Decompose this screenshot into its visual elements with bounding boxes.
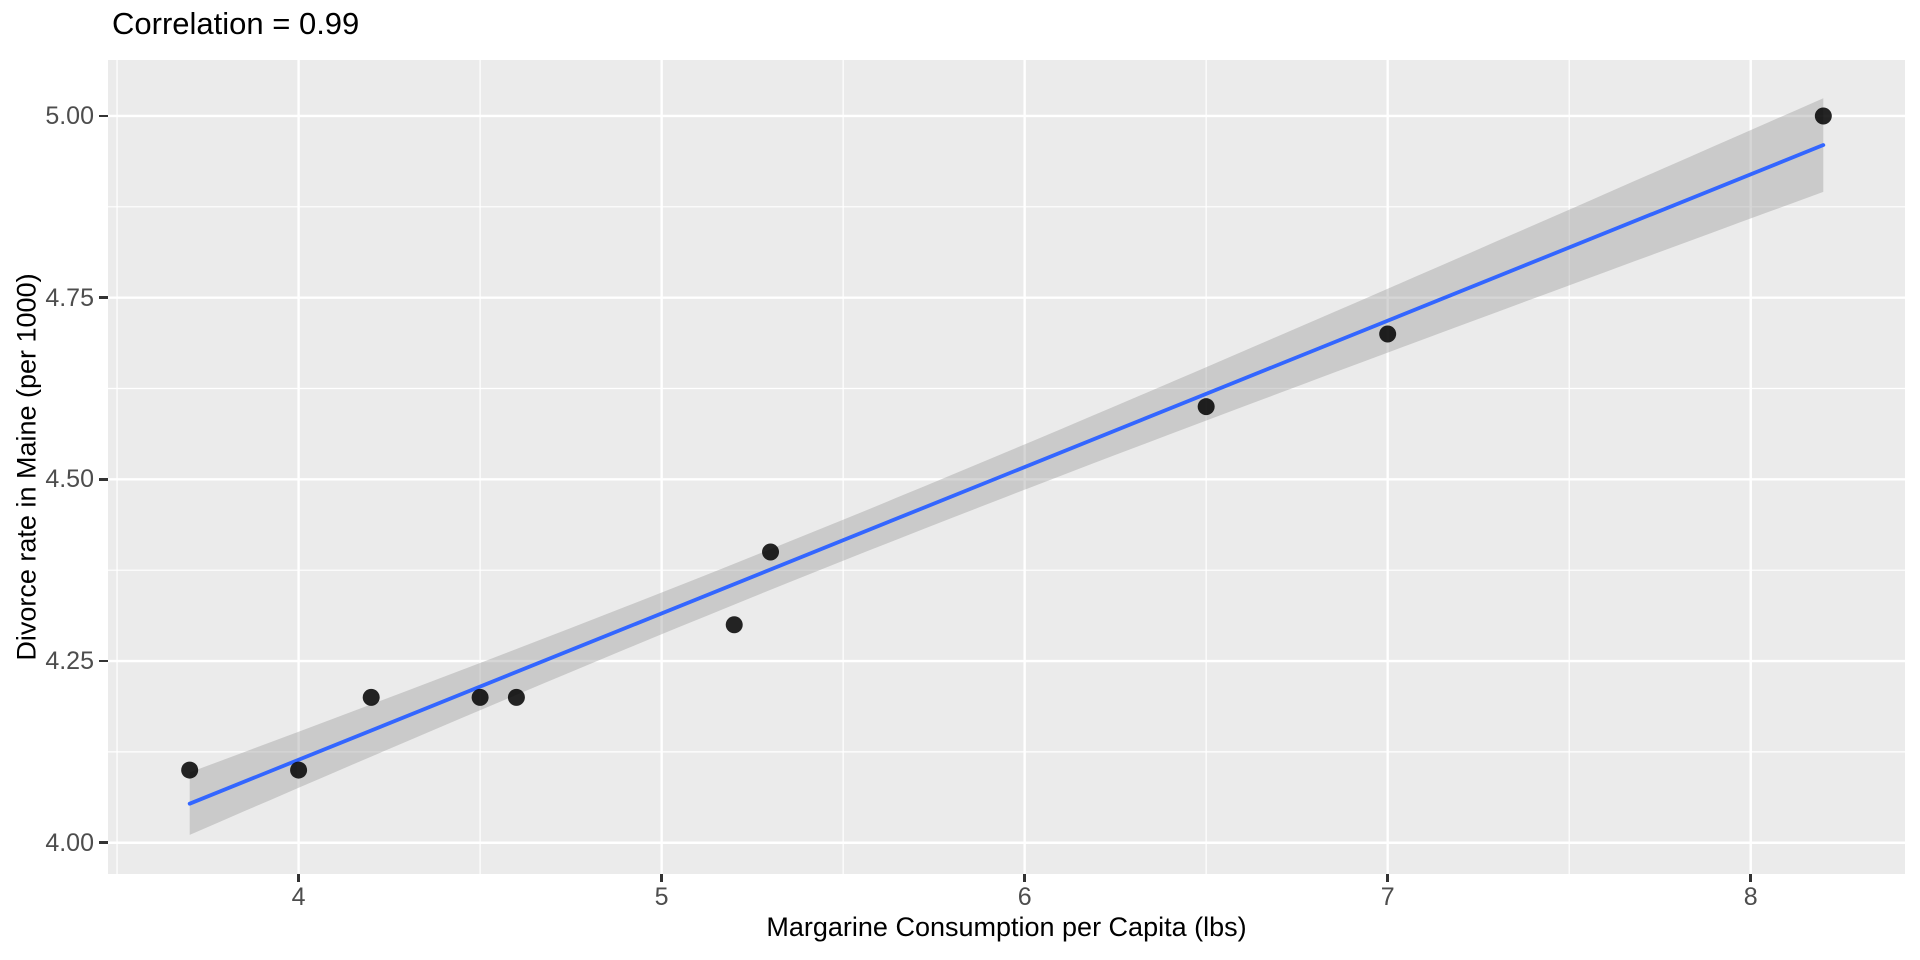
x-tick-label: 6 (1017, 883, 1032, 911)
x-axis-tick (660, 874, 663, 882)
x-tick-label: 8 (1743, 883, 1758, 911)
y-axis-title: Divorce rate in Maine (per 1000) (11, 273, 42, 661)
x-tick-label: 5 (654, 883, 669, 911)
data-point (762, 543, 780, 561)
data-point (1197, 398, 1215, 416)
y-axis-tick (99, 659, 108, 663)
y-tick-label: 5.00 (45, 101, 94, 130)
data-point (181, 761, 199, 779)
data-point (507, 688, 525, 706)
x-axis-tick (1749, 874, 1752, 882)
y-axis-tick (99, 114, 108, 118)
y-axis-tick (99, 296, 108, 299)
y-tick-label: 4.25 (45, 647, 94, 676)
regression-line (187, 143, 1826, 806)
x-axis-tick (297, 874, 300, 882)
data-point (362, 688, 380, 706)
data-point (290, 761, 308, 779)
y-tick-label: 4.00 (45, 828, 94, 857)
x-axis-title: Margarine Consumption per Capita (lbs) (766, 912, 1247, 942)
data-point (471, 688, 489, 706)
data-point (725, 616, 743, 634)
x-axis-tick (1386, 874, 1389, 882)
y-axis-tick (99, 478, 108, 481)
x-tick-label: 4 (291, 883, 306, 911)
data-point (1814, 107, 1832, 125)
data-point (1379, 325, 1397, 343)
x-axis-tick (1023, 874, 1026, 882)
confidence-ribbon (189, 98, 1824, 835)
y-tick-label: 4.75 (45, 283, 94, 312)
plot-title: Correlation = 0.99 (112, 6, 360, 41)
x-tick-label: 7 (1380, 883, 1395, 911)
plot-panel (108, 60, 1905, 874)
scatter-chart (108, 60, 1905, 874)
y-tick-label: 4.50 (45, 465, 94, 494)
y-axis-tick (99, 841, 108, 845)
